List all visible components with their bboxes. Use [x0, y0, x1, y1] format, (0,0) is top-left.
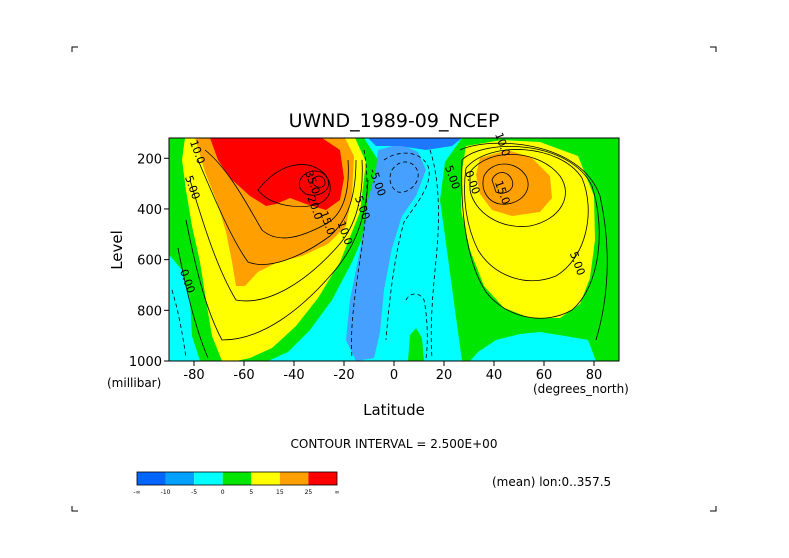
x-tick-label: -60 [233, 368, 254, 383]
x-tick-label: 60 [536, 368, 553, 383]
colorbar-level-label: 5 [249, 489, 253, 496]
colorbar-level-label: 15 [276, 489, 284, 496]
contour-lines [171, 142, 608, 359]
y-axis: 200 400 600 800 1000 [129, 152, 169, 370]
colorbar-level-label: 0 [221, 489, 225, 496]
colorbar-swatch [251, 472, 280, 485]
colorbar-level-label: -10 [161, 489, 171, 496]
x-tick-label: 80 [586, 368, 603, 383]
plot-area [169, 138, 619, 361]
fill-blue-equator [346, 144, 426, 361]
y-tick-label: 1000 [129, 355, 162, 370]
colorbar-swatch [222, 472, 252, 485]
colorbar-frame [136, 471, 338, 486]
mean-longitude-text: (mean) lon:0..357.5 [492, 475, 611, 489]
x-axis: -80 -60 -40 -20 0 20 40 60 80 [183, 361, 602, 383]
contour-interval-text: CONTOUR INTERVAL = 2.500E+00 [291, 437, 498, 451]
chart-title: UWND_1989-09_NCEP [289, 110, 500, 132]
colorbar-swatch [194, 472, 223, 485]
colorbar-level-label: 25 [305, 489, 313, 496]
x-tick-label: 40 [486, 368, 503, 383]
x-axis-title: Latitude [363, 401, 425, 419]
fill-orange-north [476, 150, 552, 216]
y-tick-label: 400 [137, 203, 162, 218]
colorbar: -∞ -10 -5 0 5 15 25 ∞ [133, 471, 340, 496]
y-axis-title: Level [108, 230, 126, 270]
colorbar-swatch [308, 472, 337, 485]
colorbar-swatch [279, 472, 309, 485]
colorbar-swatch [137, 472, 166, 485]
fill-red-south [210, 138, 344, 210]
y-units-label: (millibar) [107, 376, 161, 390]
crop-marks [71, 46, 717, 512]
x-tick-label: 0 [390, 368, 398, 383]
x-units-label: (degrees_north) [533, 382, 629, 396]
colorbar-level-label: ∞ [335, 489, 340, 496]
x-tick-label: 20 [436, 368, 453, 383]
colorbar-level-label: -5 [191, 489, 197, 496]
fill-blue-top [368, 138, 462, 150]
colorbar-swatch [165, 472, 195, 485]
y-tick-label: 800 [137, 304, 162, 319]
fill-green-equator [408, 328, 424, 361]
y-tick-label: 200 [137, 152, 162, 167]
y-tick-label: 600 [137, 254, 162, 269]
x-tick-label: -40 [283, 368, 304, 383]
x-tick-label: -80 [183, 368, 204, 383]
colorbar-level-label: -∞ [133, 489, 140, 496]
x-tick-label: -20 [333, 368, 354, 383]
